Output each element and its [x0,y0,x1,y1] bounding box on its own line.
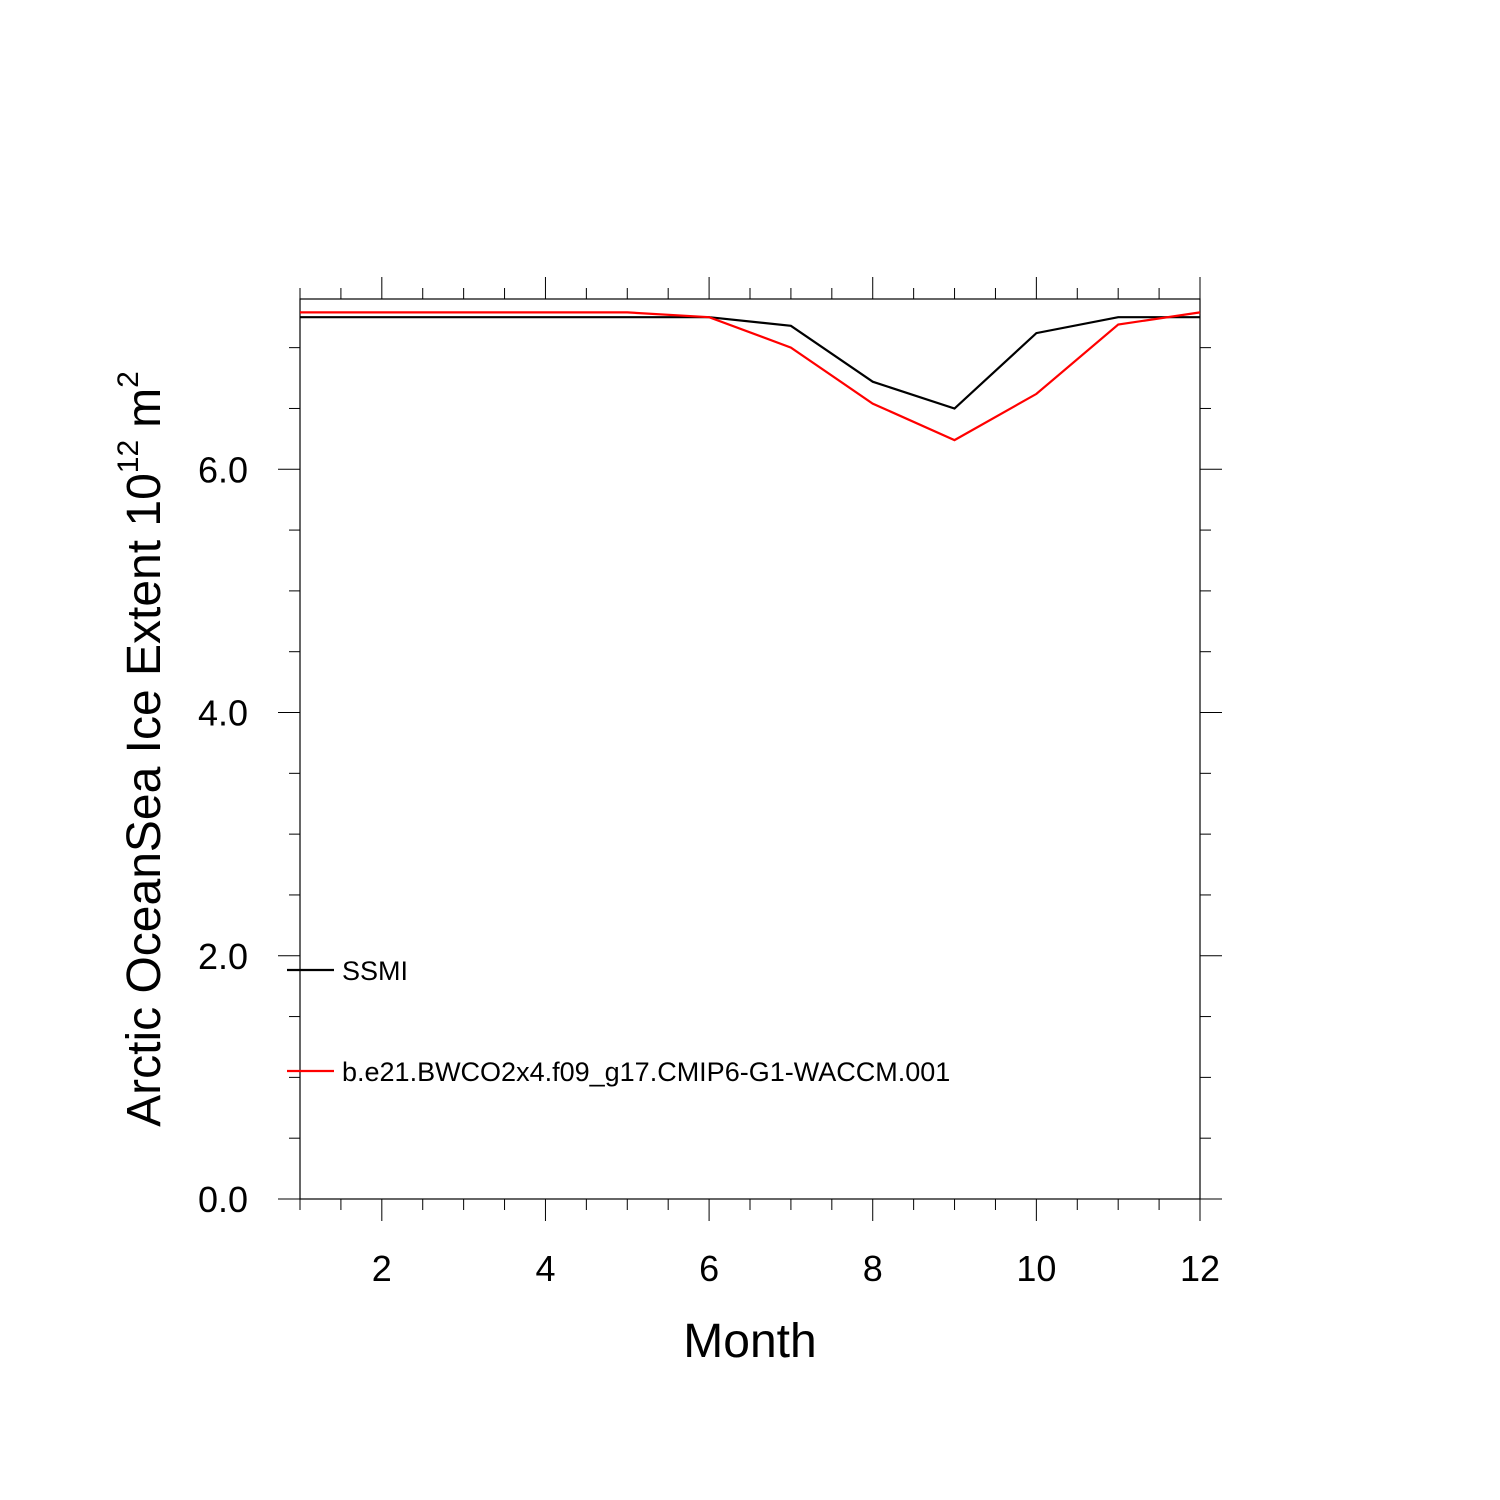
x-tick-label: 4 [535,1248,555,1289]
series-line-1 [300,316,1200,410]
x-tick-label: 10 [1016,1248,1056,1289]
legend-label-2: b.e21.BWCO2x4.f09_g17.CMIP6-G1-WACCM.001 [342,1057,950,1087]
legend: SSMI b.e21.BWCO2x4.f09_g17.CMIP6-G1-WACCM… [287,956,950,1087]
x-tick-labels: 2 4 6 8 10 12 [372,1248,1220,1289]
y-axis-title-text: Arctic OceanSea Ice Extent 10 [118,473,171,1127]
legend-label-1: SSMI [342,956,408,986]
series-lines [300,311,1201,442]
x-tick-label: 6 [699,1248,719,1289]
x-axis-title: Month [683,1315,816,1368]
y-tick-label: 6.0 [198,449,248,490]
x-tick-label: 8 [863,1248,883,1289]
y-tick-label: 2.0 [198,936,248,977]
x-tick-label: 12 [1180,1248,1220,1289]
y-tick-label: 4.0 [198,693,248,734]
y-axis-title-unit-exponent: 2 [112,371,145,388]
x-tick-label: 2 [372,1248,392,1289]
y-tick-label: 0.0 [198,1179,248,1220]
series-line-2 [300,311,1201,442]
y-axis-title: Arctic OceanSea Ice Extent 1012 m2 [112,371,171,1127]
y-axis-title-unit: m [118,388,171,428]
y-tick-labels: 0.0 2.0 4.0 6.0 [198,449,248,1220]
y-axis-title-exponent: 12 [112,440,145,473]
axis-ticks [278,277,1222,1221]
